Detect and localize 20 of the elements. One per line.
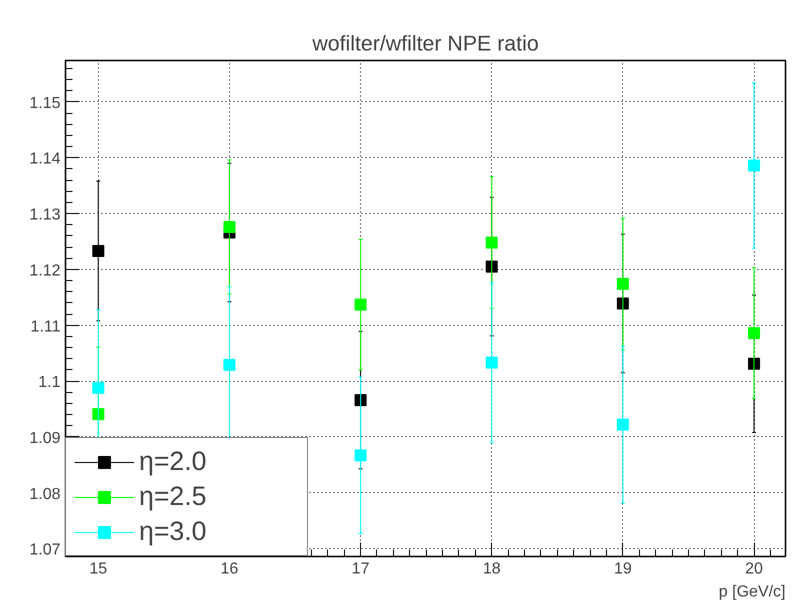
x-tick-label: 20 <box>745 560 764 578</box>
x-tick-label: 15 <box>89 560 108 578</box>
legend-label: η=3.0 <box>139 516 208 547</box>
y-tick-label: 1.08 <box>29 486 61 503</box>
legend-label: η=2.5 <box>139 481 208 512</box>
x-tick-label: 17 <box>352 560 370 578</box>
legend-label: η=2.0 <box>139 446 208 477</box>
y-tick-label: 1.07 <box>29 542 61 559</box>
x-tick-label: 16 <box>220 560 238 578</box>
y-tick-label: 1.14 <box>29 150 61 168</box>
chart-title: wofilter/wfilter NPE ratio <box>311 32 539 56</box>
x-tick-label: 19 <box>614 560 632 578</box>
x-axis-title: p [GeV/c] <box>718 584 786 600</box>
y-tick-label: 1.1 <box>38 374 61 392</box>
x-tick-label: 18 <box>482 560 501 578</box>
y-tick-label: 1.11 <box>30 318 61 336</box>
y-tick-label: 1.13 <box>29 206 61 224</box>
y-tick-label: 1.15 <box>29 94 61 112</box>
y-tick-label: 1.12 <box>29 262 61 280</box>
y-tick-label: 1.09 <box>29 430 61 447</box>
